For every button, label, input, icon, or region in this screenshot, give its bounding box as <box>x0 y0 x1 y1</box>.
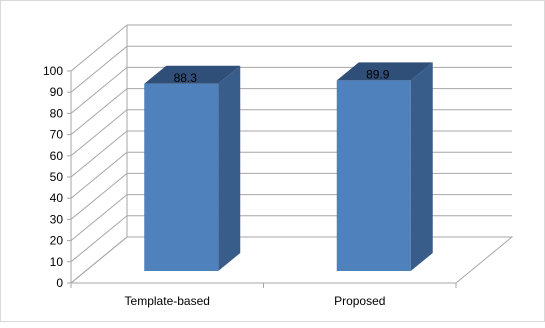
y-tick-label: 100 <box>43 64 63 78</box>
bar-side-face <box>410 62 433 271</box>
x-category-label: Proposed <box>334 294 385 308</box>
y-tick-label: 40 <box>50 191 64 205</box>
y-tick-label: 20 <box>50 234 64 248</box>
bar-1: 88.3 <box>144 65 241 271</box>
bar-chart-3d: 88.3 89.9 0 10 20 30 40 50 60 70 80 90 100 Template… <box>43 24 514 308</box>
gridline-side <box>70 236 128 284</box>
y-tick-label: 10 <box>50 255 64 269</box>
bar-2: 89.9 <box>336 62 433 271</box>
gridline-side <box>70 109 128 157</box>
bar-top-face <box>144 65 241 84</box>
bars: 88.3 89.9 <box>144 62 433 271</box>
y-tick-label: 90 <box>50 85 64 99</box>
gridline-side <box>70 88 128 135</box>
gridline-side <box>70 215 128 263</box>
gridline-side <box>70 130 128 178</box>
gridline-side <box>70 151 128 199</box>
y-axis: 0 10 20 30 40 50 60 70 80 90 100 <box>43 64 71 290</box>
bar-front-face <box>336 80 411 271</box>
x-category-label: Template-based <box>125 294 210 308</box>
bar-front-face <box>144 83 219 271</box>
y-tick-label: 70 <box>50 128 64 142</box>
y-tick-label: 30 <box>50 212 64 226</box>
gridline-side <box>70 173 128 220</box>
gridline-side <box>70 24 128 72</box>
y-tick-label: 50 <box>50 170 64 184</box>
data-label: 88.3 <box>174 71 198 85</box>
x-axis: Template-based Proposed <box>70 282 457 308</box>
gridline-side <box>70 45 128 93</box>
gridline-side <box>70 194 128 241</box>
y-tick-label: 0 <box>56 276 63 290</box>
gridlines <box>70 24 512 284</box>
bar-side-face <box>218 65 241 271</box>
y-tick-label: 60 <box>50 149 64 163</box>
gridline-side <box>70 67 128 114</box>
chart-walls <box>70 25 514 284</box>
floor-outline <box>70 236 514 284</box>
bar-top-face <box>336 62 433 81</box>
data-label: 89.9 <box>366 67 390 81</box>
y-tick-label: 80 <box>50 106 64 120</box>
